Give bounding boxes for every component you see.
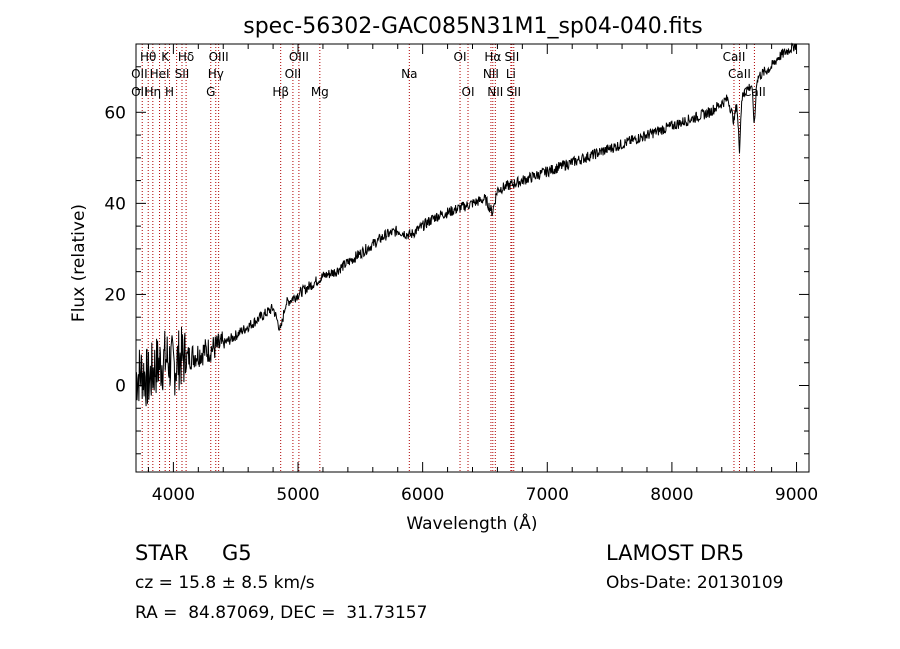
line-label: OIII	[209, 50, 229, 64]
line-label: Hδ	[178, 50, 194, 64]
line-label: NII	[483, 67, 499, 81]
line-label: Hα	[484, 50, 501, 64]
line-label: CaII	[728, 67, 751, 81]
line-label: OII	[131, 67, 148, 81]
line-label: OII	[131, 85, 148, 99]
line-label: Na	[401, 67, 417, 81]
line-label: Mg	[311, 85, 329, 99]
x-axis-label: Wavelength (Å)	[406, 512, 537, 534]
x-tick-label: 5000	[276, 485, 319, 505]
line-label: SII	[505, 50, 520, 64]
x-tick-label: 4000	[152, 485, 195, 505]
line-label: OIII	[289, 50, 309, 64]
line-label: NII	[487, 85, 503, 99]
line-label: CaII	[723, 50, 746, 64]
line-label: OI	[462, 85, 475, 99]
line-label: HeI	[150, 67, 170, 81]
line-label: K	[161, 50, 170, 64]
coordinates: RA = 84.87069, DEC = 31.73157	[135, 603, 428, 623]
line-label: Hθ	[140, 50, 156, 64]
y-tick-label: 20	[104, 285, 126, 305]
line-label: Hβ	[272, 85, 289, 99]
spectral-line-markers	[141, 44, 755, 472]
x-tick-label: 7000	[526, 485, 569, 505]
y-axis: 0 20 40 60	[104, 43, 809, 455]
y-tick-label: 40	[104, 194, 126, 214]
object-subclass: G5	[222, 541, 252, 565]
line-label: H	[165, 85, 174, 99]
line-label: OI	[454, 50, 467, 64]
line-label: Hγ	[208, 67, 224, 81]
line-label: Hη	[145, 85, 162, 99]
y-tick-label: 60	[104, 103, 126, 123]
y-tick-label: 0	[115, 376, 126, 396]
line-label: SII	[506, 85, 521, 99]
survey-name: LAMOST DR5	[606, 541, 745, 565]
chart-title: spec-56302-GAC085N31M1_sp04-040.fits	[243, 14, 703, 39]
line-label: SII	[175, 67, 190, 81]
x-tick-label: 9000	[775, 485, 818, 505]
x-tick-label: 8000	[650, 485, 693, 505]
spectrum-line	[135, 42, 797, 407]
y-axis-label: Flux (relative)	[69, 204, 89, 322]
observation-date: Obs-Date: 20130109	[606, 573, 784, 593]
line-label: G	[206, 85, 215, 99]
object-class: STAR	[135, 541, 189, 565]
line-label: OII	[285, 67, 302, 81]
x-axis: 4000 5000 6000 7000 8000 9000	[147, 44, 818, 505]
x-tick-label: 6000	[401, 485, 444, 505]
redshift-cz: cz = 15.8 ± 8.5 km/s	[135, 573, 315, 593]
line-label: Li	[506, 67, 516, 81]
